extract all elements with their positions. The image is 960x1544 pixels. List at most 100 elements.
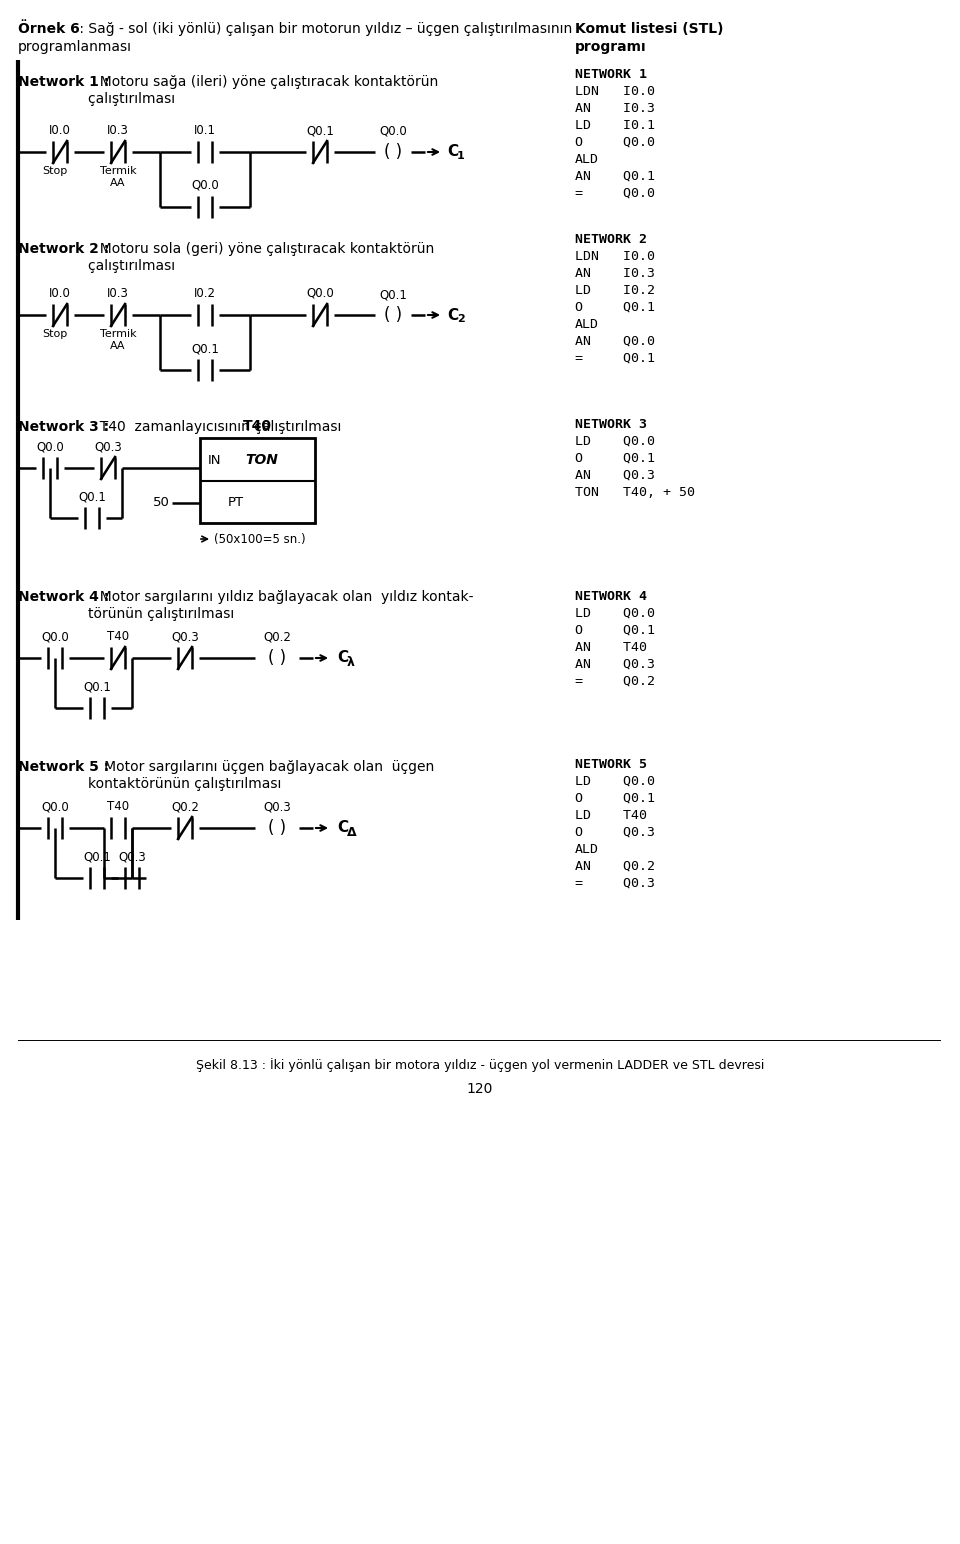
Text: NETWORK 5: NETWORK 5 <box>575 758 647 770</box>
Text: AN    I0.3: AN I0.3 <box>575 267 655 279</box>
Text: AN    Q0.0: AN Q0.0 <box>575 335 655 347</box>
Text: T40: T40 <box>107 800 129 814</box>
Text: LD    Q0.0: LD Q0.0 <box>575 607 655 621</box>
Text: programlanması: programlanması <box>18 40 132 54</box>
Text: NETWORK 1: NETWORK 1 <box>575 68 647 80</box>
Text: T40  zamanlayıcısının çalıştırılması: T40 zamanlayıcısının çalıştırılması <box>91 420 342 434</box>
Text: O     Q0.1: O Q0.1 <box>575 624 655 638</box>
Text: LDN   I0.0: LDN I0.0 <box>575 250 655 262</box>
Text: T40: T40 <box>243 418 272 432</box>
Text: I0.0: I0.0 <box>49 124 71 137</box>
Text: C: C <box>337 650 348 665</box>
Text: AN    Q0.2: AN Q0.2 <box>575 860 655 872</box>
Text: Network 1 :: Network 1 : <box>18 76 109 90</box>
Text: I0.3: I0.3 <box>108 287 129 300</box>
Text: λ: λ <box>347 656 355 669</box>
Text: O     Q0.1: O Q0.1 <box>575 452 655 465</box>
Text: 50: 50 <box>154 496 170 510</box>
Text: Q0.3: Q0.3 <box>171 630 199 642</box>
Text: AA: AA <box>110 178 126 188</box>
Text: NETWORK 3: NETWORK 3 <box>575 418 647 431</box>
Text: Q0.0: Q0.0 <box>41 630 69 642</box>
Text: =     Q0.1: = Q0.1 <box>575 352 655 364</box>
Text: =     Q0.2: = Q0.2 <box>575 675 655 689</box>
Text: programı: programı <box>575 40 647 54</box>
Text: Q0.0: Q0.0 <box>306 287 334 300</box>
Text: AN    I0.3: AN I0.3 <box>575 102 655 114</box>
Text: Q0.0: Q0.0 <box>191 179 219 191</box>
Text: Q0.1: Q0.1 <box>84 679 111 693</box>
Text: I0.2: I0.2 <box>194 287 216 300</box>
Text: AN    Q0.1: AN Q0.1 <box>575 170 655 184</box>
Text: ( ): ( ) <box>384 306 402 324</box>
Text: Q0.1: Q0.1 <box>306 124 334 137</box>
Text: Network 2 :: Network 2 : <box>18 242 109 256</box>
Text: Network 3 :: Network 3 : <box>18 420 109 434</box>
Text: Network 4 :: Network 4 : <box>18 590 109 604</box>
Text: Şekil 8.13 : İki yönlü çalışan bir motora yıldız - üçgen yol vermenin LADDER ve : Şekil 8.13 : İki yönlü çalışan bir motor… <box>196 1058 764 1072</box>
Text: NETWORK 2: NETWORK 2 <box>575 233 647 245</box>
Text: ALD: ALD <box>575 843 599 855</box>
Text: çalıştırılması: çalıştırılması <box>18 259 175 273</box>
Text: Termik: Termik <box>100 329 136 340</box>
Text: Q0.0: Q0.0 <box>36 440 64 452</box>
Text: LD    Q0.0: LD Q0.0 <box>575 435 655 448</box>
Text: 120: 120 <box>467 1082 493 1096</box>
Text: : Sağ - sol (iki yönlü) çalışan bir motorun yıldız – üçgen çalıştırılmasının: : Sağ - sol (iki yönlü) çalışan bir moto… <box>75 22 572 36</box>
Text: çalıştırılması: çalıştırılması <box>18 93 175 107</box>
Bar <box>200 438 315 523</box>
Text: O     Q0.0: O Q0.0 <box>575 136 655 150</box>
Text: O     Q0.1: O Q0.1 <box>575 792 655 804</box>
Text: Q0.1: Q0.1 <box>191 343 219 355</box>
Text: ( ): ( ) <box>268 648 286 667</box>
Text: Δ: Δ <box>347 826 356 838</box>
Text: (50x100=5 sn.): (50x100=5 sn.) <box>214 533 305 545</box>
Text: 1: 1 <box>457 151 465 161</box>
Text: Stop: Stop <box>42 167 67 176</box>
Text: Motor sargılarını üçgen bağlayacak olan  üçgen: Motor sargılarını üçgen bağlayacak olan … <box>91 760 434 774</box>
Text: NETWORK 4: NETWORK 4 <box>575 590 647 604</box>
Text: C: C <box>447 307 458 323</box>
Text: ALD: ALD <box>575 153 599 167</box>
Text: LD    I0.2: LD I0.2 <box>575 284 655 296</box>
Text: =     Q0.3: = Q0.3 <box>575 877 655 889</box>
Text: O     Q0.3: O Q0.3 <box>575 826 655 838</box>
Text: Q0.3: Q0.3 <box>118 851 146 863</box>
Text: C: C <box>447 145 458 159</box>
Text: ( ): ( ) <box>268 818 286 837</box>
Text: TON: TON <box>245 452 277 466</box>
Text: AN    Q0.3: AN Q0.3 <box>575 658 655 672</box>
Text: kontaktörünün çalıştırılması: kontaktörünün çalıştırılması <box>18 777 281 791</box>
Text: I0.0: I0.0 <box>49 287 71 300</box>
Text: Örnek 6: Örnek 6 <box>18 22 80 36</box>
Text: Q0.2: Q0.2 <box>171 800 199 814</box>
Text: Q0.3: Q0.3 <box>94 440 122 452</box>
Text: ALD: ALD <box>575 318 599 330</box>
Text: LD    I0.1: LD I0.1 <box>575 119 655 131</box>
Text: I0.3: I0.3 <box>108 124 129 137</box>
Text: Q0.1: Q0.1 <box>78 489 106 503</box>
Text: Q0.2: Q0.2 <box>263 631 291 644</box>
Text: Termik: Termik <box>100 167 136 176</box>
Text: Q0.0: Q0.0 <box>379 125 407 137</box>
Text: C: C <box>337 820 348 835</box>
Text: I0.1: I0.1 <box>194 124 216 137</box>
Text: Q0.1: Q0.1 <box>84 851 111 863</box>
Text: O     Q0.1: O Q0.1 <box>575 301 655 313</box>
Text: PT: PT <box>228 496 244 510</box>
Text: törünün çalıştırılması: törünün çalıştırılması <box>18 607 234 621</box>
Text: Q0.3: Q0.3 <box>263 801 291 814</box>
Text: AN    Q0.3: AN Q0.3 <box>575 469 655 482</box>
Text: TON   T40, + 50: TON T40, + 50 <box>575 486 695 499</box>
Text: LD    T40: LD T40 <box>575 809 647 821</box>
Text: Q0.0: Q0.0 <box>41 800 69 814</box>
Text: Komut listesi (STL): Komut listesi (STL) <box>575 22 724 36</box>
Text: Stop: Stop <box>42 329 67 340</box>
Text: Motor sargılarını yıldız bağlayacak olan  yıldız kontak-: Motor sargılarını yıldız bağlayacak olan… <box>91 590 473 604</box>
Text: Motoru sağa (ileri) yöne çalıştıracak kontaktörün: Motoru sağa (ileri) yöne çalıştıracak ko… <box>91 76 439 90</box>
Text: IN: IN <box>208 454 222 466</box>
Text: Q0.1: Q0.1 <box>379 289 407 301</box>
Text: LDN   I0.0: LDN I0.0 <box>575 85 655 97</box>
Text: Network 5 :: Network 5 : <box>18 760 109 774</box>
Text: LD    Q0.0: LD Q0.0 <box>575 775 655 787</box>
